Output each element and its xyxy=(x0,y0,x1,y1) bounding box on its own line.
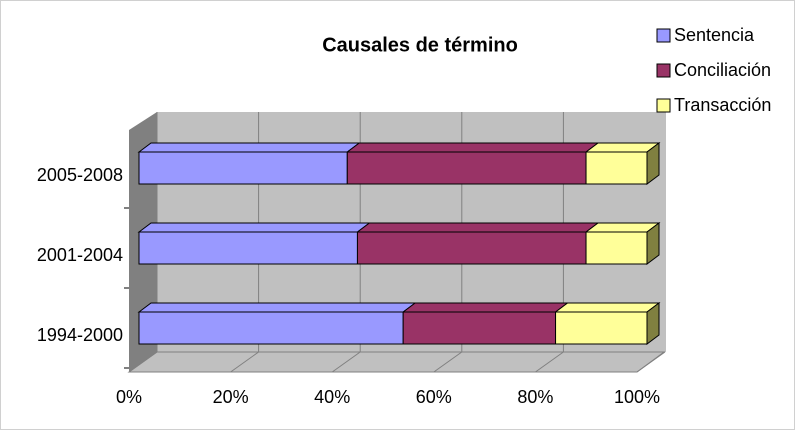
y-tick-label: 1994-2000 xyxy=(37,325,123,345)
x-tick-label: 0% xyxy=(116,387,142,407)
floor-grid-line xyxy=(636,351,666,373)
bar-end xyxy=(646,142,660,185)
floor-grid-line xyxy=(433,351,463,373)
bar xyxy=(555,311,648,345)
y-tick-label: 2001-2004 xyxy=(37,245,123,265)
legend-label: Conciliación xyxy=(674,60,771,80)
bar xyxy=(585,151,648,185)
floor xyxy=(127,351,666,373)
bar-top xyxy=(355,222,600,233)
legend-swatch xyxy=(656,63,671,78)
bar-top xyxy=(345,142,600,153)
legend-label: Transacción xyxy=(674,95,771,115)
legend-swatch xyxy=(656,28,671,43)
y-tick-label: 2005-2008 xyxy=(37,165,123,185)
bar-top xyxy=(137,222,371,233)
x-tick-label: 40% xyxy=(314,387,350,407)
bar xyxy=(356,231,587,265)
legend-swatch xyxy=(656,98,671,113)
x-tick-label: 80% xyxy=(517,387,553,407)
bar xyxy=(346,151,587,185)
x-tick-label: 20% xyxy=(213,387,249,407)
floor-grid-line xyxy=(535,351,564,373)
floor-grid-line xyxy=(230,351,259,373)
bar xyxy=(138,311,404,345)
bar-top xyxy=(137,142,361,153)
bar xyxy=(138,151,348,185)
bar xyxy=(138,231,358,265)
bar-top xyxy=(554,302,661,313)
x-tick-label: 60% xyxy=(416,387,452,407)
bar-end xyxy=(646,302,660,345)
bar-top xyxy=(137,302,417,313)
bar xyxy=(402,311,557,345)
chart-title: Causales de término xyxy=(322,34,518,56)
x-tick-label: 100% xyxy=(614,387,660,407)
bar xyxy=(585,231,648,265)
floor-grid-line xyxy=(128,351,158,373)
floor-grid-line xyxy=(331,351,361,373)
legend-label: Sentencia xyxy=(674,25,755,45)
bar-end xyxy=(646,222,660,265)
bar-top xyxy=(401,302,570,313)
